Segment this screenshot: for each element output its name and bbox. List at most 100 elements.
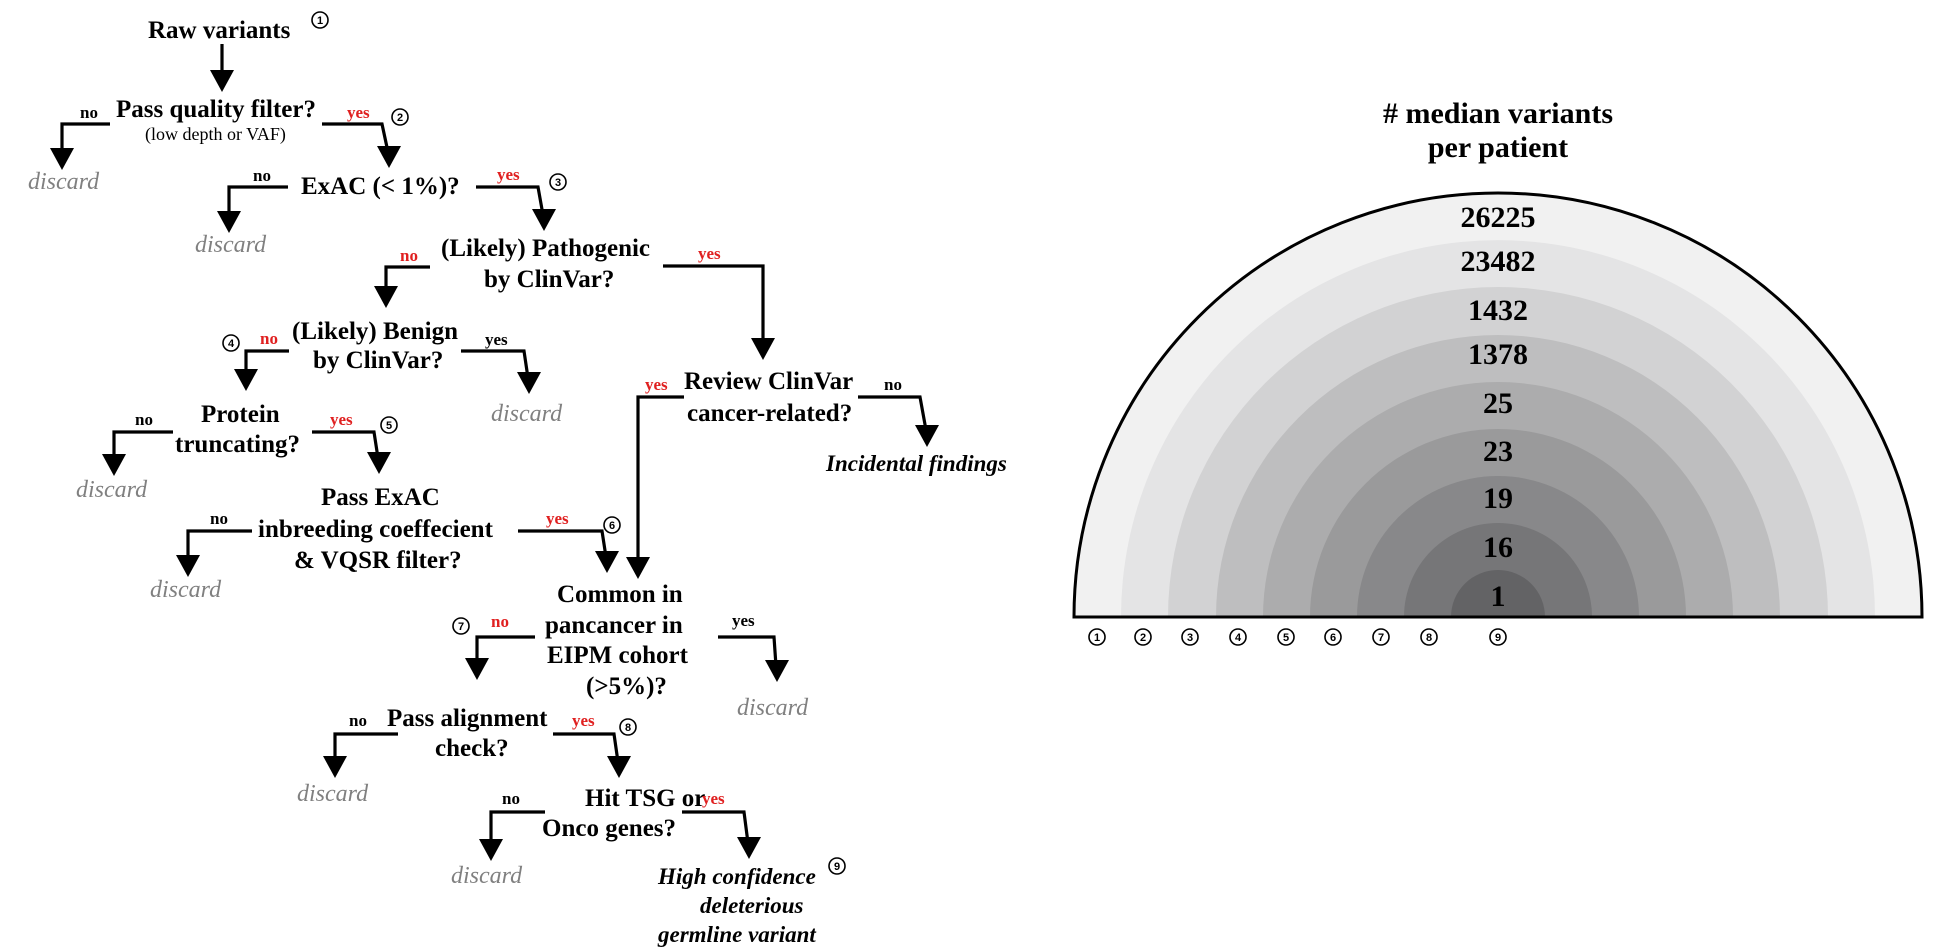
arrow-q1-yes bbox=[322, 122, 390, 153]
arrow-q2-yes bbox=[476, 185, 545, 216]
node-benign-line1: (Likely) Benign bbox=[292, 318, 458, 345]
chart-step-marker-6-label: 6 bbox=[1330, 632, 1336, 644]
step-marker-6: 6 bbox=[603, 516, 621, 534]
label-q8-no: no bbox=[491, 612, 509, 631]
end-discard-1: discard bbox=[28, 169, 100, 195]
step-marker-1-label: 1 bbox=[317, 15, 323, 27]
step-marker-3-label: 3 bbox=[555, 177, 561, 189]
arrow-q6-yes bbox=[518, 529, 608, 558]
arrowhead-q8-yes bbox=[765, 660, 789, 682]
node-review-clinvar-line2: cancer-related? bbox=[687, 400, 852, 427]
chart-step-marker-7: 7 bbox=[1372, 628, 1390, 646]
arrow-q7-no bbox=[858, 395, 928, 431]
connectors bbox=[60, 44, 928, 845]
ring-value-4: 1378 bbox=[1468, 338, 1528, 371]
chart-step-marker-1-label: 1 bbox=[1094, 632, 1100, 644]
arrow-q7-yes bbox=[636, 395, 684, 563]
arrowhead-q10-yes bbox=[737, 837, 761, 859]
chart-step-marker-2: 2 bbox=[1134, 628, 1152, 646]
chart-step-marker-1: 1 bbox=[1088, 628, 1106, 646]
label-q9-yes: yes bbox=[572, 711, 595, 730]
end-discard-6: discard bbox=[737, 695, 809, 721]
end-discard-4: discard bbox=[76, 477, 148, 503]
chart-value-labels: 26225 23482 1432 1378 25 23 19 16 1 bbox=[1461, 201, 1536, 613]
label-q5-yes: yes bbox=[330, 410, 353, 429]
arrowhead-q1-no bbox=[50, 148, 74, 170]
step-marker-5-label: 5 bbox=[386, 420, 392, 432]
node-exac: ExAC (< 1%)? bbox=[301, 173, 460, 200]
label-q10-yes: yes bbox=[702, 789, 725, 808]
label-q3-no: no bbox=[400, 246, 418, 265]
arrowhead-q4-no bbox=[234, 369, 258, 391]
label-q1-no: no bbox=[80, 103, 98, 122]
arrow-q4-no bbox=[244, 349, 289, 375]
arrow-q2-no bbox=[227, 185, 288, 218]
node-exac-inbreeding-line1: Pass ExAC bbox=[321, 484, 440, 511]
arrowhead-q1-yes bbox=[377, 146, 401, 168]
node-exac-inbreeding-line3: & VQSR filter? bbox=[294, 547, 462, 574]
arrow-q6-no bbox=[186, 529, 252, 561]
label-q2-no: no bbox=[253, 166, 271, 185]
label-q3-yes: yes bbox=[698, 244, 721, 263]
chart-step-marker-3: 3 bbox=[1181, 628, 1199, 646]
arrowhead-q9-yes bbox=[607, 756, 631, 778]
step-marker-6-label: 6 bbox=[609, 520, 615, 532]
chart-step-marker-6: 6 bbox=[1324, 628, 1342, 646]
arrowhead-q2-no bbox=[217, 211, 241, 233]
chart-step-marker-3-label: 3 bbox=[1187, 632, 1193, 644]
arrowhead-q9-no bbox=[323, 756, 347, 778]
chart-step-marker-8-label: 8 bbox=[1426, 632, 1432, 644]
step-marker-4-label: 4 bbox=[228, 338, 235, 350]
ring-value-9: 1 bbox=[1491, 580, 1506, 613]
arrowhead-q3-no bbox=[374, 286, 398, 308]
label-q8-yes: yes bbox=[732, 611, 755, 630]
chart-title-line2: per patient bbox=[1428, 131, 1568, 164]
label-q4-yes: yes bbox=[485, 330, 508, 349]
label-q2-yes: yes bbox=[497, 165, 520, 184]
node-alignment-line2: check? bbox=[435, 735, 509, 762]
arrow-q10-yes bbox=[682, 810, 750, 844]
ring-value-3: 1432 bbox=[1468, 294, 1528, 327]
label-q7-no: no bbox=[884, 375, 902, 394]
label-q6-no: no bbox=[210, 509, 228, 528]
arrow-q10-no bbox=[489, 810, 545, 845]
end-final-line2: deleterious bbox=[700, 893, 804, 918]
step-marker-7: 7 bbox=[452, 617, 470, 635]
arrowhead-root bbox=[210, 70, 234, 92]
end-final-line1: High confidence bbox=[657, 864, 816, 889]
arrowhead-q5-no bbox=[102, 454, 126, 476]
arrow-q8-no bbox=[475, 635, 535, 664]
ring-value-2: 23482 bbox=[1461, 245, 1536, 278]
chart-step-marker-7-label: 7 bbox=[1378, 632, 1384, 644]
step-marker-9-label: 9 bbox=[834, 861, 840, 873]
node-common-line4: (>5%)? bbox=[586, 673, 667, 700]
ring-value-1: 26225 bbox=[1461, 201, 1536, 234]
arrowhead-q7-yes bbox=[626, 557, 650, 579]
node-common-line3: EIPM cohort bbox=[547, 642, 689, 669]
arrow-q8-yes bbox=[718, 635, 778, 667]
node-pathogenic-line1: (Likely) Pathogenic bbox=[441, 235, 650, 262]
chart-step-marker-9: 9 bbox=[1489, 628, 1507, 646]
arrow-q5-yes bbox=[312, 430, 380, 459]
ring-value-7: 19 bbox=[1483, 482, 1513, 515]
node-tsg-line1: Hit TSG or bbox=[585, 785, 705, 812]
step-marker-7-label: 7 bbox=[458, 621, 464, 633]
chart-step-markers: 1 2 3 4 5 6 7 8 9 bbox=[1088, 628, 1507, 646]
arrowheads bbox=[50, 70, 939, 861]
chart-step-marker-8: 8 bbox=[1420, 628, 1438, 646]
chart-outline bbox=[1072, 191, 1924, 619]
arrow-q9-yes bbox=[553, 732, 620, 763]
node-common-line2: pancancer in bbox=[545, 612, 683, 639]
node-quality-filter-sub: (low depth or VAF) bbox=[145, 124, 286, 145]
arrowhead-q3-yes bbox=[751, 338, 775, 360]
node-truncating-line1: Protein bbox=[201, 401, 280, 428]
end-discard-7: discard bbox=[297, 781, 369, 807]
chart-step-marker-2-label: 2 bbox=[1140, 632, 1146, 644]
chart-rings bbox=[1072, 191, 1924, 619]
label-q1-yes: yes bbox=[347, 103, 370, 122]
chart-title-line1: # median variants bbox=[1383, 97, 1613, 130]
chart-step-marker-5: 5 bbox=[1277, 628, 1295, 646]
arrow-q4-yes bbox=[461, 349, 530, 379]
end-discard-8: discard bbox=[451, 863, 523, 889]
arrowhead-q6-no bbox=[176, 555, 200, 577]
